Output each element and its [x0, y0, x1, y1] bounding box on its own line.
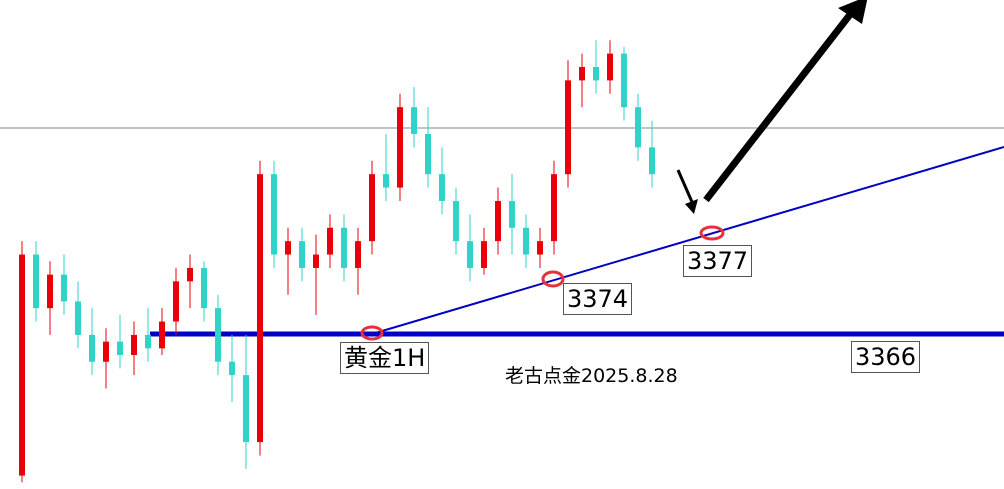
candle-body [635, 107, 641, 148]
level-label: 3377 [683, 245, 753, 277]
arrow [676, 169, 694, 203]
arrow-head [838, 0, 868, 24]
candle-body [117, 341, 123, 356]
candle-body [271, 174, 277, 255]
candle-body [75, 301, 81, 335]
candle-body [19, 254, 25, 476]
candle-body [33, 254, 39, 309]
candle-body [103, 341, 109, 362]
candle-body [649, 147, 655, 175]
candle-body [579, 66, 585, 81]
arrow [703, 9, 855, 203]
marker [360, 325, 384, 341]
candle-body [565, 80, 571, 175]
candle-body [621, 53, 627, 108]
candle-body [369, 174, 375, 242]
candle-body [187, 267, 193, 282]
title-label: 黄金1H [340, 342, 430, 374]
candle-body [425, 133, 431, 175]
candle-body [47, 274, 53, 309]
candle-body [61, 274, 67, 302]
candle-body [229, 361, 235, 376]
trend-line [371, 146, 1004, 335]
candle-body [313, 254, 319, 268]
candle-body [509, 200, 515, 228]
candle-body [397, 107, 403, 188]
candle-body [481, 241, 487, 268]
candle-body [593, 66, 599, 81]
marker [541, 270, 565, 288]
candle-body [523, 227, 529, 255]
candle-body [537, 241, 543, 255]
candles [19, 40, 655, 483]
candle-body [467, 241, 473, 268]
candle-body [285, 241, 291, 255]
candle-body [131, 334, 137, 356]
candle-body [495, 200, 501, 242]
candle-body [327, 227, 333, 255]
candle-body [243, 375, 249, 443]
candle-body [201, 267, 207, 309]
level-label: 3374 [563, 283, 633, 315]
candle-body [89, 334, 95, 362]
marker [699, 225, 725, 241]
candle-body [257, 174, 263, 443]
arrow-head [685, 199, 698, 214]
candle-body [607, 53, 613, 81]
level-label: 3366 [851, 341, 921, 373]
candle-body [173, 281, 179, 322]
candle-body [355, 241, 361, 268]
candle-body [341, 227, 347, 268]
subtitle: 老古点金2025.8.28 [505, 365, 678, 387]
candle-body [411, 107, 417, 134]
candle-body [299, 241, 305, 268]
candle-body [145, 334, 151, 349]
candle-body [439, 174, 445, 201]
candle-body [159, 321, 165, 349]
candle-body [551, 174, 557, 242]
candle-body [383, 174, 389, 188]
candle-body [215, 308, 221, 362]
candle-body [453, 200, 459, 242]
